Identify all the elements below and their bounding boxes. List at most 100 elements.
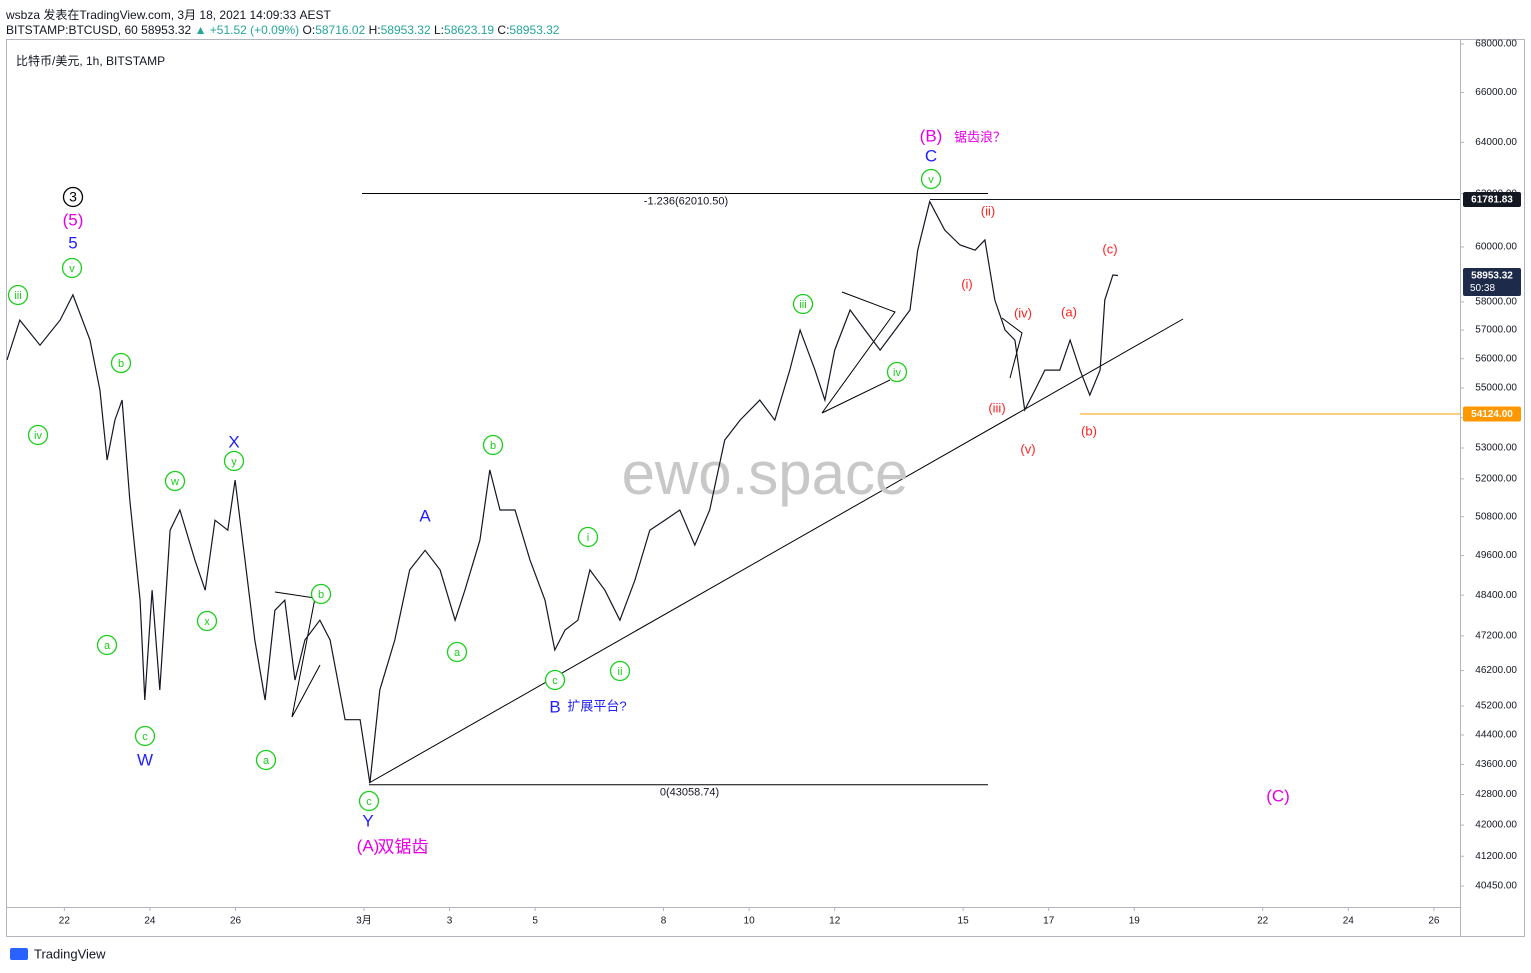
wave-circle [482, 434, 504, 456]
wave-circle [358, 790, 380, 812]
watermark: ewo.space [622, 440, 909, 507]
x-tick-label: 10 [744, 916, 756, 927]
wave-label: (A) [357, 836, 380, 855]
y-tick-label: 47200.00 [1475, 631, 1517, 642]
last-price: 58953.32 [141, 23, 192, 37]
wave-label: b [118, 358, 124, 370]
wave-circle [792, 293, 814, 315]
wave-circle [196, 610, 218, 632]
author-line: wsbza 发表在TradingView.com, 3月 18, 2021 14… [6, 8, 331, 22]
price-label-box [1463, 267, 1521, 296]
wave-label: C [925, 146, 937, 165]
wave-circle [27, 424, 49, 446]
wave-circle [255, 749, 277, 771]
wave-circle [577, 526, 599, 548]
wave-circle [62, 186, 84, 208]
y-tick-label: 60000.00 [1475, 242, 1517, 253]
symbol: BITSTAMP:BTCUSD, 60 [6, 23, 138, 37]
wave-circle [446, 641, 468, 663]
wave-circle [110, 352, 132, 374]
x-tick-label: 24 [144, 916, 156, 927]
wave-label: 扩展平台? [567, 698, 626, 713]
x-tick-label: 8 [661, 916, 667, 927]
fib-level-label: 0(43058.74) [660, 787, 719, 799]
y-tick-label: 40450.00 [1475, 881, 1517, 892]
wave-circle [310, 583, 332, 605]
y-tick-label: 46200.00 [1475, 665, 1517, 676]
ohlc-key: O: [302, 23, 316, 37]
ohlc-key: L: [434, 23, 445, 37]
logo [10, 948, 28, 960]
y-tick-label: 49600.00 [1475, 550, 1517, 561]
y-tick-label: 58000.00 [1475, 297, 1517, 308]
x-tick-label: 22 [1257, 916, 1269, 927]
wave-label: (iv) [1014, 305, 1032, 320]
wave-circle [96, 634, 118, 656]
wave-label: (B) [920, 126, 943, 145]
y-tick-label: 48400.00 [1475, 590, 1517, 601]
wave-label: (v) [1020, 441, 1035, 456]
x-tick-label: 5 [532, 916, 538, 927]
x-tick-label: 22 [59, 916, 71, 927]
wave-label: iii [799, 299, 806, 311]
wave-circle [920, 168, 942, 190]
wave-label: X [228, 432, 239, 451]
y-tick-label: 41200.00 [1475, 851, 1517, 862]
wave-circle [544, 669, 566, 691]
y-tick-label: 42800.00 [1475, 789, 1517, 800]
trend-line [368, 318, 1184, 784]
ohlc-value: 58716.02 [315, 23, 366, 37]
price-label: 54124.00 [1471, 409, 1513, 420]
change: ▲ +51.52 (+0.09%) [194, 23, 300, 37]
fib-level-label: -1.236(62010.50) [644, 195, 728, 207]
x-tick-label: 3 [447, 916, 453, 927]
wave-label: 3 [69, 189, 77, 205]
wave-label: (i) [961, 276, 973, 291]
price-label: 58953.32 [1471, 271, 1513, 282]
wave-label: b [318, 589, 324, 601]
wave-label: (ii) [981, 203, 995, 218]
wave-label: v [928, 174, 934, 186]
wave-circle [7, 284, 29, 306]
wave-label: 5 [68, 233, 77, 252]
price-label: 61781.83 [1471, 195, 1513, 206]
wave-label: W [137, 750, 153, 769]
ohlc: O:58716.02 H:58953.32 L:58623.19 C:58953… [303, 23, 560, 37]
y-tick-label: 68000.00 [1475, 39, 1517, 50]
y-tick-label: 43600.00 [1475, 759, 1517, 770]
legend: 比特币/美元, 1h, BITSTAMP [16, 53, 165, 68]
wave-label: a [454, 647, 461, 659]
wave-label: (5) [63, 210, 84, 229]
x-tick-label: 19 [1129, 916, 1141, 927]
symbol-line: BITSTAMP:BTCUSD, 60 58953.32 ▲ +51.52 (+… [6, 23, 559, 37]
triangle [1001, 317, 1023, 379]
wave-label: a [104, 640, 111, 652]
price-label-box [1463, 191, 1521, 207]
wave-circle [886, 361, 908, 383]
x-tick-label: 17 [1043, 916, 1055, 927]
ohlc-value: 58953.32 [509, 23, 560, 37]
wave-label: i [587, 532, 589, 544]
triangle [274, 591, 321, 718]
wave-label: iii [14, 290, 21, 302]
x-tick-label: 3月 [356, 915, 372, 927]
wave-label: 锯齿浪？ [954, 129, 1006, 144]
wave-label: c [142, 731, 148, 743]
ohlc-value: 58623.19 [444, 23, 495, 37]
y-tick-label: 42000.00 [1475, 820, 1517, 831]
wave-circle [164, 470, 186, 492]
wave-label: (a) [1061, 304, 1077, 319]
y-tick-label: 66000.00 [1475, 87, 1517, 98]
wave-label: (C) [1266, 786, 1290, 805]
y-tick-label: 44400.00 [1475, 730, 1517, 741]
wave-label: ii [618, 666, 623, 678]
ohlc-key: C: [497, 23, 510, 37]
wave-label: w [170, 476, 179, 488]
y-tick-label: 56000.00 [1475, 353, 1517, 364]
triangle [821, 291, 896, 414]
price-label-countdown: 50:38 [1470, 283, 1495, 294]
ohlc-value: 58953.32 [380, 23, 431, 37]
wave-circle [609, 660, 631, 682]
